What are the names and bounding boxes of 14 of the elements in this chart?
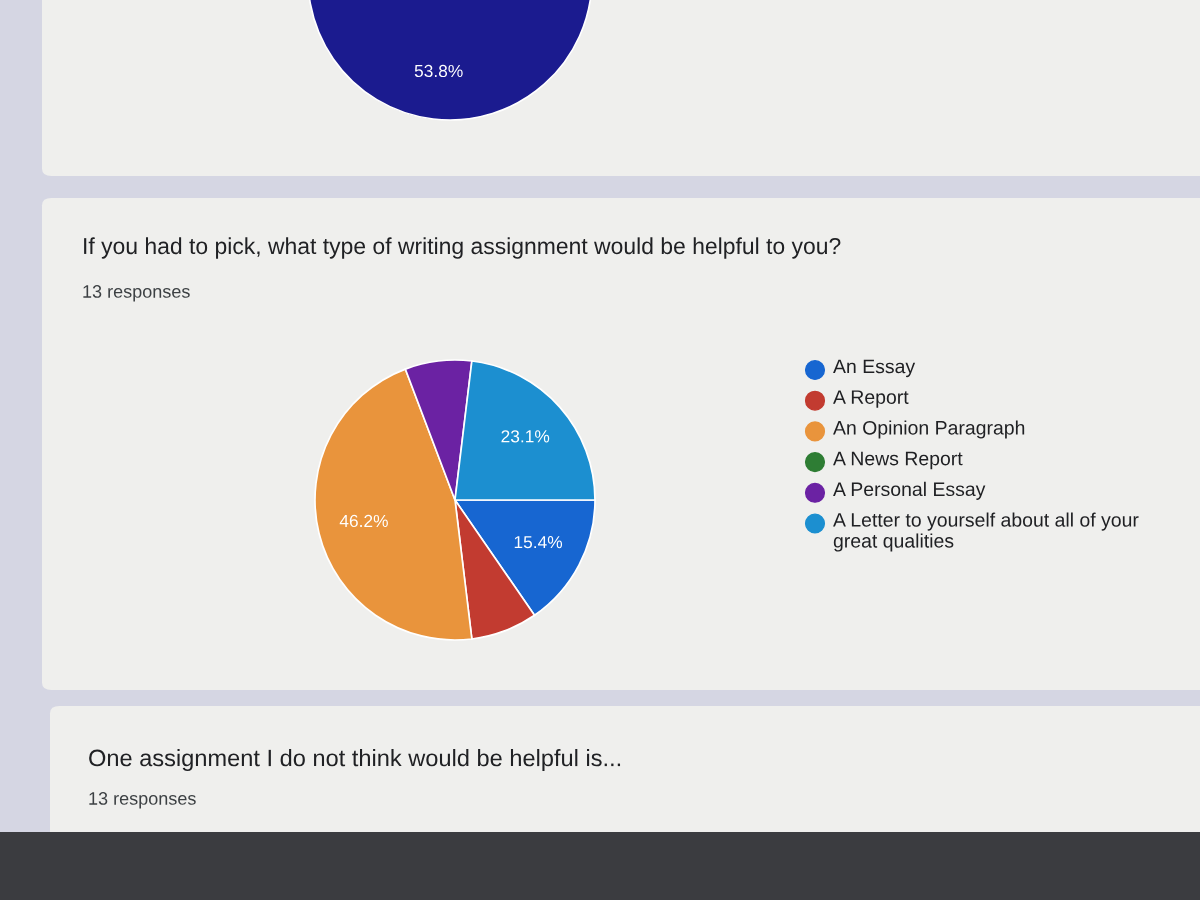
text: 13 responses (83, 285, 190, 302)
data-label: 53.8% (414, 64, 463, 78)
legend-label: A Report (833, 390, 909, 408)
legend-label: An Essay (833, 359, 916, 378)
legend-label: An Opinion Paragraph (833, 420, 1025, 439)
legend-label: A Personal Essay (833, 481, 986, 500)
text: One assignment I do not think would be helpful is... (89, 748, 621, 772)
chart-title: If you had to pick, what type of writing assignment would be helpful to you? (84, 237, 841, 259)
data-label: 23.1% (501, 430, 550, 443)
legend-label: A Letter to yourself about all of your great qualities (833, 512, 1139, 552)
data-label: 46.2% (339, 514, 388, 528)
text: 13 responses (89, 792, 196, 809)
legend-label: A News Report (833, 451, 963, 470)
data-label: 15.4% (514, 536, 563, 549)
